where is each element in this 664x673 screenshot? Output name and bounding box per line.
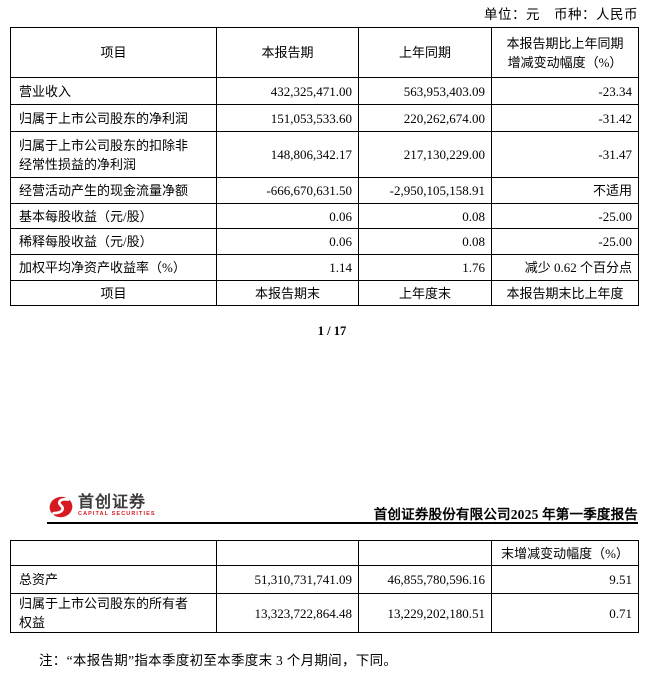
footnote: 注：“本报告期”指本季度初至本季度末 3 个月期间，下同。: [39, 653, 398, 668]
cell-prior: 1.76: [358, 254, 492, 281]
balance-sheet-table: 末增减变动幅度（%） 总资产 51,310,731,741.09 46,855,…: [10, 540, 639, 633]
cell-current: 151,053,533.60: [216, 104, 359, 132]
cell-change: -25.00: [491, 203, 639, 229]
empty-cell: [10, 540, 217, 566]
cell-item: 稀释每股收益（元/股）: [10, 228, 217, 255]
key-financials-table: 项目 本报告期 上年同期 本报告期比上年同期 增减变动幅度（%） 营业收入 43…: [10, 27, 639, 306]
table-row: 加权平均净资产收益率（%） 1.14 1.76 减少 0.62 个百分点: [10, 254, 639, 281]
cell-current: 13,323,722,864.48: [216, 593, 359, 633]
col-header-prior-period: 上年同期: [358, 27, 492, 78]
cell-prior: 13,229,202,180.51: [358, 593, 492, 633]
page-number: 1 / 17: [317, 324, 347, 338]
table-row: 稀释每股收益（元/股） 0.06 0.08 -25.00: [10, 228, 639, 255]
cell-item: 加权平均净资产收益率（%）: [10, 254, 217, 281]
cell-current: 51,310,731,741.09: [216, 565, 359, 594]
empty-cell: [358, 540, 492, 566]
table-row: 归属于上市公司股东的净利润 151,053,533.60 220,262,674…: [10, 104, 639, 132]
cell-prior: 217,130,229.00: [358, 131, 492, 178]
cell-change: 0.71: [491, 593, 639, 633]
table-footer-header-row: 项目 本报告期末 上年度末 本报告期末比上年度: [10, 280, 639, 306]
table-row: 归属于上市公司股东的所有者 权益 13,323,722,864.48 13,22…: [10, 593, 639, 633]
table-row: 总资产 51,310,731,741.09 46,855,780,596.16 …: [10, 565, 639, 594]
col-header-item: 项目: [10, 27, 217, 78]
capital-securities-logo-icon: [49, 496, 73, 518]
cell-current: 0.06: [216, 203, 359, 229]
table-row: 经营活动产生的现金流量净额 -666,670,631.50 -2,950,105…: [10, 177, 639, 204]
cell-prior: 220,262,674.00: [358, 104, 492, 132]
footer-header-current: 本报告期末: [216, 280, 359, 306]
footer-header-prior: 上年度末: [358, 280, 492, 306]
cell-change: 减少 0.62 个百分点: [491, 254, 639, 281]
cell-prior: 0.08: [358, 228, 492, 255]
cell-change: 不适用: [491, 177, 639, 204]
cell-current: -666,670,631.50: [216, 177, 359, 204]
col-header-current-period: 本报告期: [216, 27, 359, 78]
cell-item: 总资产: [10, 565, 217, 594]
table-header-row: 末增减变动幅度（%）: [10, 540, 639, 566]
footer-header-change: 本报告期末比上年度: [491, 280, 639, 306]
cell-current: 0.06: [216, 228, 359, 255]
cell-prior: 563,953,403.09: [358, 77, 492, 105]
logo-text-block: 首创证券 CAPITAL SECURITIES: [78, 494, 156, 518]
cell-current: 432,325,471.00: [216, 77, 359, 105]
cell-current: 148,806,342.17: [216, 131, 359, 178]
company-logo: 首创证券 CAPITAL SECURITIES: [49, 494, 156, 518]
header-divider: [47, 522, 638, 524]
table-header-row: 项目 本报告期 上年同期 本报告期比上年同期 增减变动幅度（%）: [10, 27, 639, 78]
cell-change: -23.34: [491, 77, 639, 105]
unit-currency-line: 单位：元 币种：人民币: [484, 7, 638, 22]
footer-header-item: 项目: [10, 280, 217, 306]
cell-current: 1.14: [216, 254, 359, 281]
table-row: 归属于上市公司股东的扣除非 经常性损益的净利润 148,806,342.17 2…: [10, 131, 639, 178]
col-header-change: 本报告期比上年同期 增减变动幅度（%）: [491, 27, 639, 78]
cell-item: 归属于上市公司股东的扣除非 经常性损益的净利润: [10, 131, 217, 178]
cell-change: -31.47: [491, 131, 639, 178]
cell-change: 9.51: [491, 565, 639, 594]
cell-item: 归属于上市公司股东的净利润: [10, 104, 217, 132]
cell-change: -31.42: [491, 104, 639, 132]
cell-item: 经营活动产生的现金流量净额: [10, 177, 217, 204]
cell-item: 营业收入: [10, 77, 217, 105]
logo-company-name: 首创证券: [78, 494, 147, 511]
col-header-change-continued: 末增减变动幅度（%）: [491, 540, 639, 566]
table-row: 基本每股收益（元/股） 0.06 0.08 -25.00: [10, 203, 639, 229]
cell-prior: -2,950,105,158.91: [358, 177, 492, 204]
empty-cell: [216, 540, 359, 566]
table-row: 营业收入 432,325,471.00 563,953,403.09 -23.3…: [10, 77, 639, 105]
logo-company-subtitle: CAPITAL SECURITIES: [78, 511, 156, 517]
cell-prior: 0.08: [358, 203, 492, 229]
cell-item: 归属于上市公司股东的所有者 权益: [10, 593, 217, 633]
cell-item: 基本每股收益（元/股）: [10, 203, 217, 229]
cell-change: -25.00: [491, 228, 639, 255]
cell-prior: 46,855,780,596.16: [358, 565, 492, 594]
report-title: 首创证券股份有限公司2025 年第一季度报告: [373, 507, 638, 522]
